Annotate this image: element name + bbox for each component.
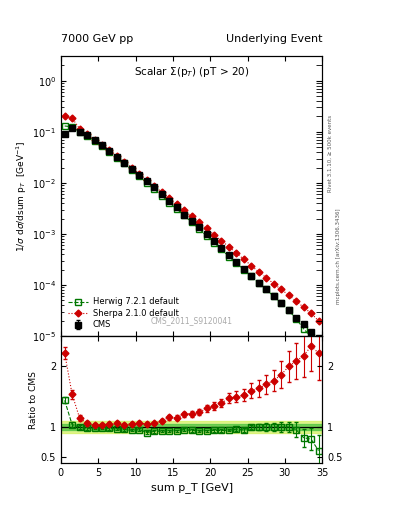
Herwig 7.2.1 default [189,219,194,225]
Sherpa 2.1.0 default [152,183,156,189]
Sherpa 2.1.0 default [182,207,186,214]
Sherpa 2.1.0 default [115,153,119,159]
Sherpa 2.1.0 default [219,238,224,244]
Bar [61,421,322,433]
Y-axis label: Ratio to CMS: Ratio to CMS [29,371,38,429]
Herwig 7.2.1 default [77,129,82,135]
X-axis label: sum p_T [GeV]: sum p_T [GeV] [151,482,233,493]
Herwig 7.2.1 default [85,133,90,139]
Sherpa 2.1.0 default [70,115,75,121]
Sherpa 2.1.0 default [256,269,261,275]
Herwig 7.2.1 default [316,346,321,352]
Herwig 7.2.1 default [279,300,283,306]
Herwig 7.2.1 default [174,206,179,212]
Sherpa 2.1.0 default [77,125,82,132]
Sherpa 2.1.0 default [62,113,67,119]
Sherpa 2.1.0 default [204,225,209,231]
Sherpa 2.1.0 default [129,164,134,170]
Herwig 7.2.1 default [234,260,239,266]
Sherpa 2.1.0 default [160,189,164,195]
Herwig 7.2.1 default [309,334,314,340]
Sherpa 2.1.0 default [92,137,97,143]
Line: Herwig 7.2.1 default: Herwig 7.2.1 default [62,123,321,352]
Sherpa 2.1.0 default [189,214,194,220]
Herwig 7.2.1 default [226,253,231,260]
Sherpa 2.1.0 default [100,142,105,148]
Sherpa 2.1.0 default [137,171,141,177]
Herwig 7.2.1 default [70,124,75,130]
Herwig 7.2.1 default [152,186,156,192]
Herwig 7.2.1 default [129,167,134,173]
Text: CMS_2011_S9120041: CMS_2011_S9120041 [151,316,233,325]
Sherpa 2.1.0 default [286,292,291,298]
Herwig 7.2.1 default [204,233,209,239]
Herwig 7.2.1 default [286,307,291,313]
Sherpa 2.1.0 default [211,231,216,238]
Herwig 7.2.1 default [92,138,97,144]
Sherpa 2.1.0 default [167,195,171,201]
Herwig 7.2.1 default [160,193,164,199]
Herwig 7.2.1 default [100,143,105,149]
Text: Underlying Event: Underlying Event [226,33,322,44]
Herwig 7.2.1 default [301,326,306,332]
Text: 7000 GeV pp: 7000 GeV pp [61,33,133,44]
Herwig 7.2.1 default [249,273,254,279]
Text: Scalar $\Sigma$(p$_T$) (pT > 20): Scalar $\Sigma$(p$_T$) (pT > 20) [134,65,249,79]
Herwig 7.2.1 default [219,246,224,252]
Sherpa 2.1.0 default [226,244,231,250]
Sherpa 2.1.0 default [241,256,246,262]
Sherpa 2.1.0 default [316,318,321,324]
Herwig 7.2.1 default [122,160,127,166]
Sherpa 2.1.0 default [107,147,112,153]
Herwig 7.2.1 default [62,123,67,129]
Sherpa 2.1.0 default [294,298,299,305]
Line: Sherpa 2.1.0 default: Sherpa 2.1.0 default [62,114,321,323]
Text: mcplots.cern.ch [arXiv:1306.3436]: mcplots.cern.ch [arXiv:1306.3436] [336,208,341,304]
Herwig 7.2.1 default [271,293,276,300]
Sherpa 2.1.0 default [271,281,276,287]
Legend: Herwig 7.2.1 default, Sherpa 2.1.0 default, CMS: Herwig 7.2.1 default, Sherpa 2.1.0 defau… [65,295,181,332]
Sherpa 2.1.0 default [264,274,269,281]
Text: Rivet 3.1.10, ≥ 500k events: Rivet 3.1.10, ≥ 500k events [328,115,333,192]
Herwig 7.2.1 default [294,315,299,322]
Sherpa 2.1.0 default [234,250,239,257]
Herwig 7.2.1 default [115,155,119,161]
Bar [61,424,322,430]
Sherpa 2.1.0 default [301,304,306,310]
Y-axis label: 1/$\sigma$ d$\sigma$/dsum p$_T$  [GeV$^{-1}$]: 1/$\sigma$ d$\sigma$/dsum p$_T$ [GeV$^{-… [15,140,29,252]
Herwig 7.2.1 default [211,240,216,246]
Sherpa 2.1.0 default [249,263,254,269]
Herwig 7.2.1 default [137,174,141,180]
Sherpa 2.1.0 default [145,177,149,183]
Herwig 7.2.1 default [107,148,112,155]
Herwig 7.2.1 default [182,212,186,219]
Herwig 7.2.1 default [167,200,171,206]
Herwig 7.2.1 default [241,267,246,273]
Sherpa 2.1.0 default [174,201,179,207]
Sherpa 2.1.0 default [279,286,283,292]
Herwig 7.2.1 default [196,226,201,232]
Herwig 7.2.1 default [256,280,261,286]
Herwig 7.2.1 default [264,286,269,292]
Sherpa 2.1.0 default [196,219,201,225]
Sherpa 2.1.0 default [85,131,90,137]
Sherpa 2.1.0 default [309,310,314,316]
Sherpa 2.1.0 default [122,159,127,165]
Herwig 7.2.1 default [145,180,149,186]
